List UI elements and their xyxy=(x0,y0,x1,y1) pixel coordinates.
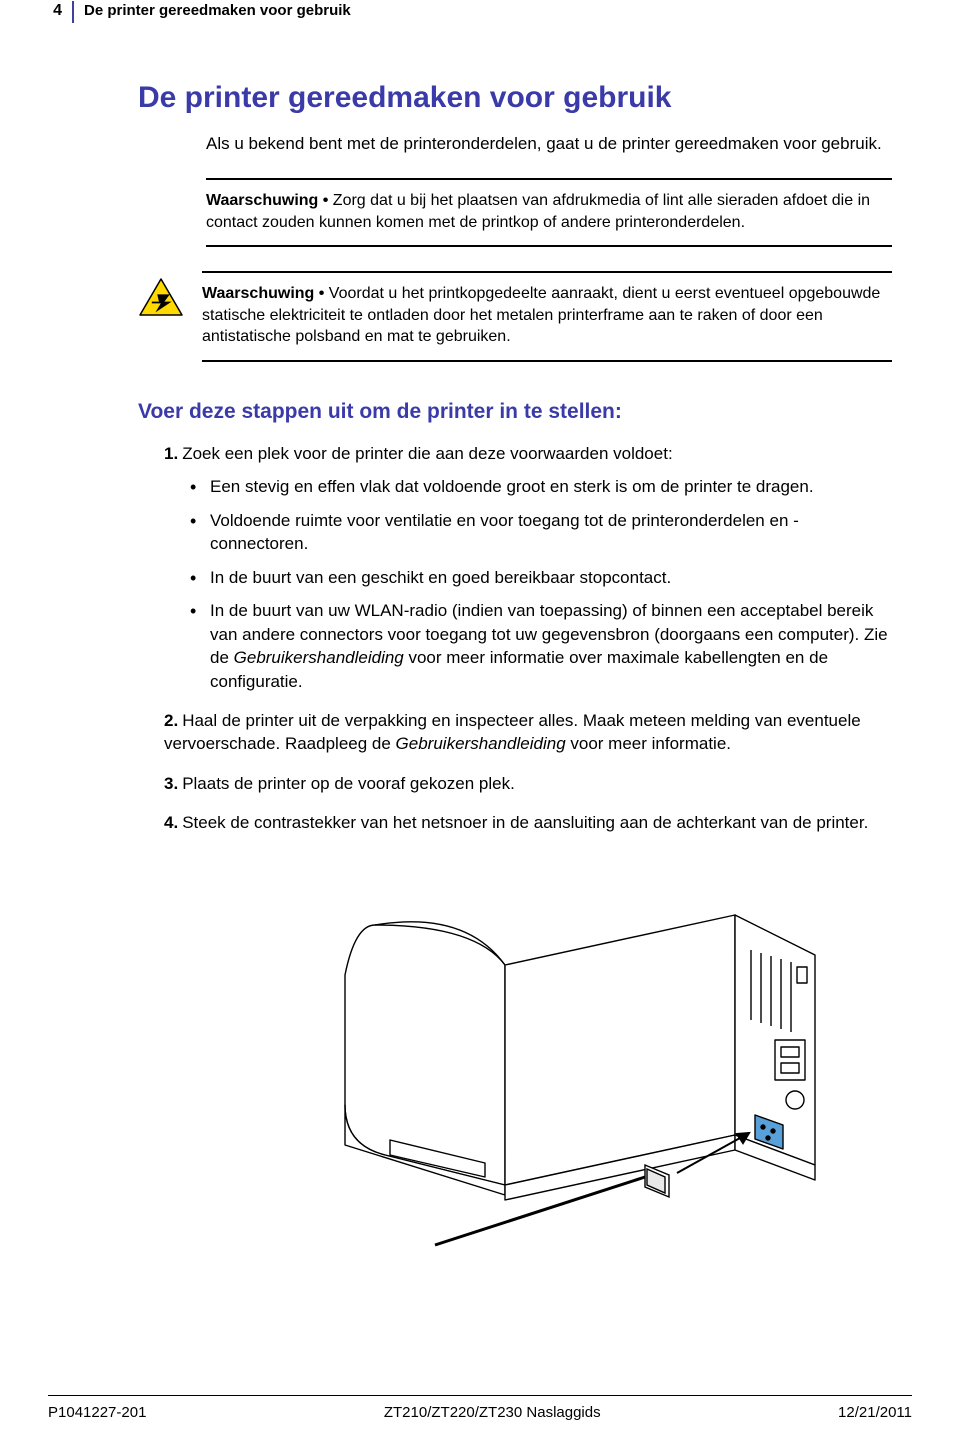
footer-right: 12/21/2011 xyxy=(838,1404,912,1421)
step-text-b: voor meer informatie. xyxy=(566,734,731,753)
bullet-item: In de buurt van uw WLAN-radio (indien va… xyxy=(190,599,892,693)
running-head: De printer gereedmaken voor gebruik xyxy=(84,2,351,19)
bullet-item: Voldoende ruimte voor ventilatie en voor… xyxy=(190,509,892,556)
step-text: Steek de contrastekker van het netsnoer … xyxy=(182,813,868,832)
footer-center: ZT210/ZT220/ZT230 Naslaggids xyxy=(384,1404,601,1421)
step-3: 3.Plaats de printer op de vooraf gekozen… xyxy=(164,772,892,795)
step-number: 2. xyxy=(164,711,178,730)
bullet-item: In de buurt van een geschikt en goed ber… xyxy=(190,566,892,589)
page-footer: P1041227-201 ZT210/ZT220/ZT230 Naslaggid… xyxy=(48,1395,912,1421)
bullet-item: Een stevig en effen vlak dat voldoende g… xyxy=(190,475,892,498)
step-2: 2.Haal de printer uit de verpakking en i… xyxy=(164,709,892,756)
page-title: De printer gereedmaken voor gebruik xyxy=(138,81,892,115)
page: 4 De printer gereedmaken voor gebruik De… xyxy=(0,0,960,1439)
step-number: 4. xyxy=(164,813,178,832)
warning-label: Waarschuwing • xyxy=(202,285,324,302)
step-text: Plaats de printer op de vooraf gekozen p… xyxy=(182,774,515,793)
step-number: 3. xyxy=(164,774,178,793)
warning-box-2: Waarschuwing • Voordat u het printkopged… xyxy=(202,271,892,362)
warning-row-2: Waarschuwing • Voordat u het printkopged… xyxy=(138,271,892,386)
step-text: Zoek een plek voor de printer die aan de… xyxy=(182,444,672,463)
header-divider xyxy=(72,1,74,23)
bullet-text-ital: Gebruikershandleiding xyxy=(234,648,404,667)
content: De printer gereedmaken voor gebruik Als … xyxy=(48,23,912,1260)
intro-paragraph: Als u bekend bent met de printeronderdel… xyxy=(138,133,892,156)
warning-label: Waarschuwing • xyxy=(206,192,328,209)
step-text-ital: Gebruikershandleiding xyxy=(396,734,566,753)
page-header: 4 De printer gereedmaken voor gebruik xyxy=(48,0,912,23)
warning-box-1: Waarschuwing • Zorg dat u bij het plaats… xyxy=(206,178,892,247)
printer-figure xyxy=(178,855,892,1260)
step-number: 1. xyxy=(164,444,178,463)
esd-warning-icon xyxy=(138,271,184,322)
page-number: 4 xyxy=(48,2,62,20)
steps-heading: Voer deze stappen uit om de printer in t… xyxy=(138,400,892,424)
steps-list: 1.Zoek een plek voor de printer die aan … xyxy=(138,442,892,835)
footer-left: P1041227-201 xyxy=(48,1404,146,1421)
step-4: 4.Steek de contrastekker van het netsnoe… xyxy=(164,811,892,834)
step-1-bullets: Een stevig en effen vlak dat voldoende g… xyxy=(164,475,892,693)
step-1: 1.Zoek een plek voor de printer die aan … xyxy=(164,442,892,693)
